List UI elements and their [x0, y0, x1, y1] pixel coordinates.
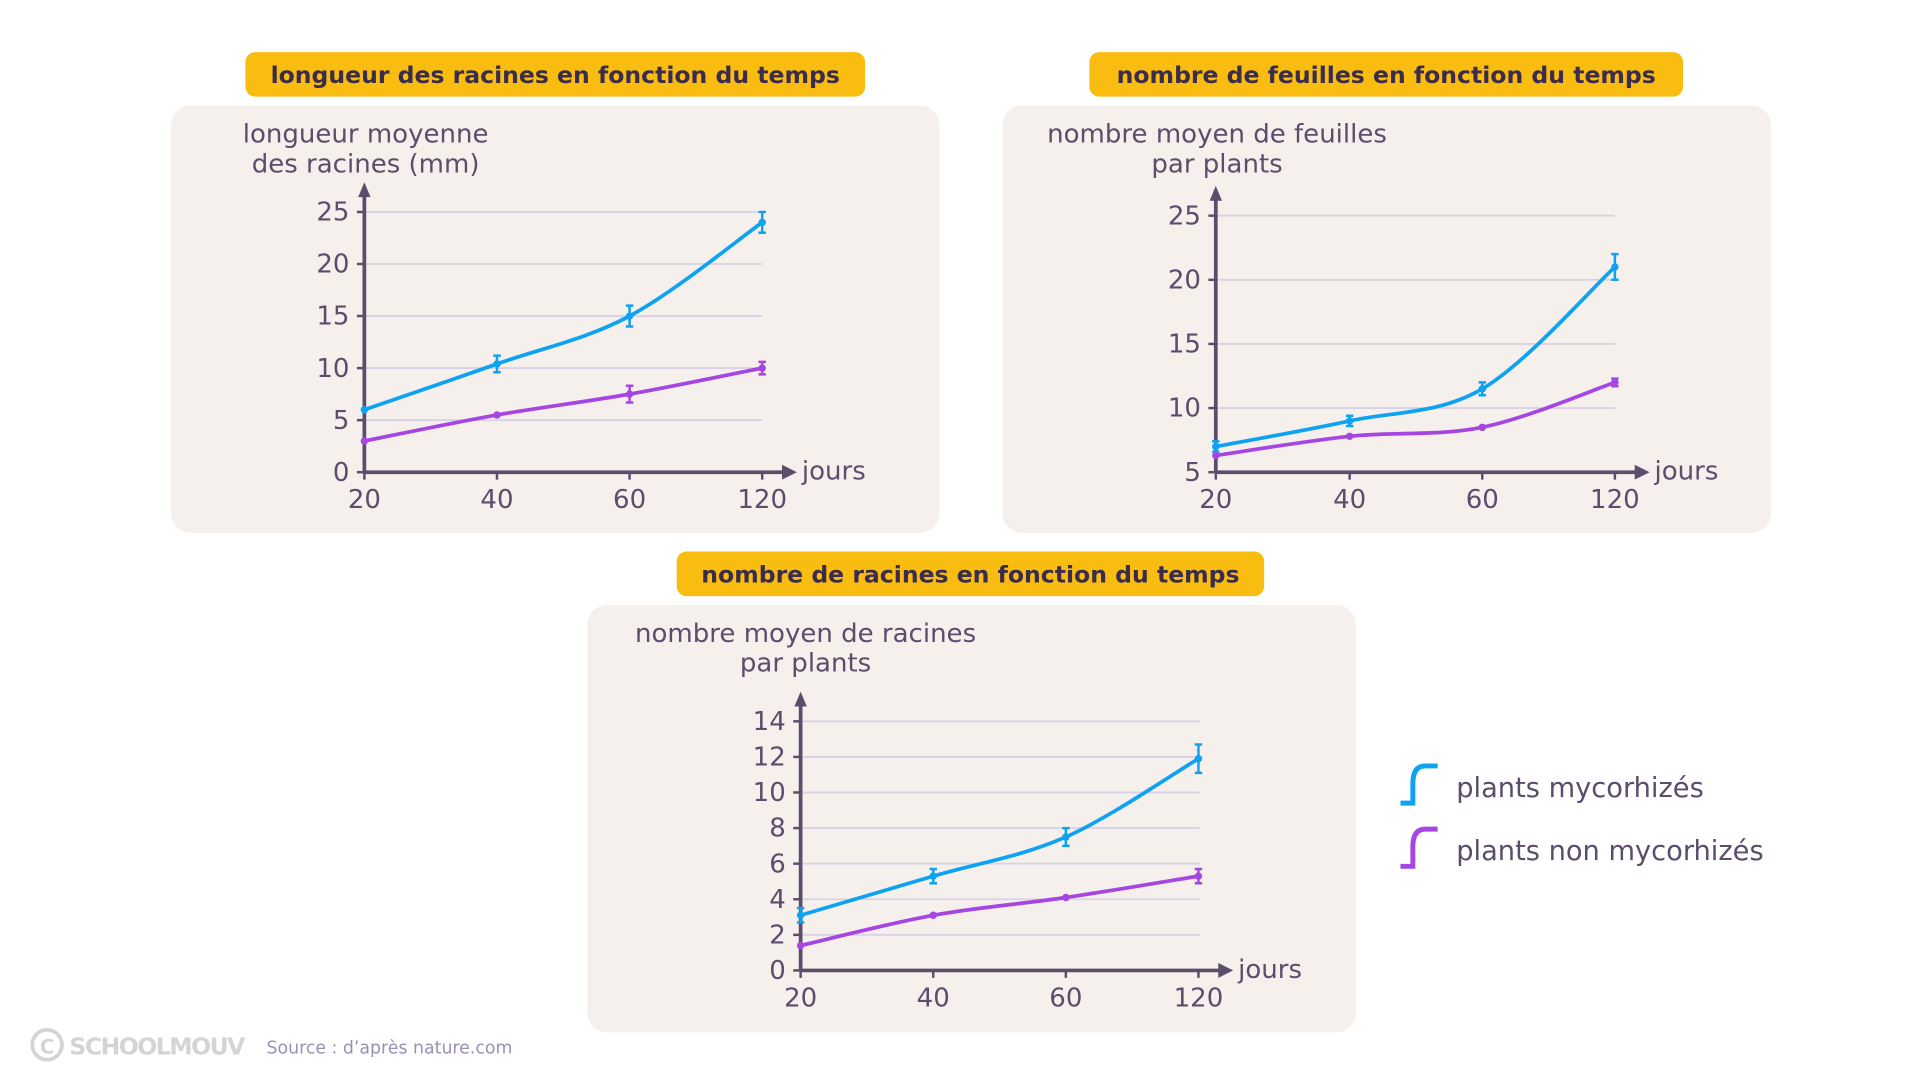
data-point	[929, 911, 937, 919]
error-bar	[1194, 743, 1203, 775]
chart-panel	[587, 604, 1356, 1033]
error-bar	[625, 304, 634, 328]
x-tick-label: 40	[1333, 485, 1366, 515]
x-axis-arrow-icon	[1634, 464, 1650, 480]
y-axis-label: longueur moyenne	[243, 120, 489, 150]
data-point	[1345, 432, 1354, 441]
x-axis-label: jours	[1654, 457, 1719, 487]
copyright-icon	[30, 1028, 64, 1062]
error-bar	[1345, 414, 1354, 428]
error-bar	[625, 384, 634, 404]
series-line-non-mycorhizes	[800, 874, 1199, 948]
data-point	[360, 437, 369, 445]
series-line-mycorhizes	[1215, 265, 1617, 449]
y-tick-label: 5	[333, 406, 350, 436]
y-tick-label: 4	[769, 885, 786, 915]
y-tick-label: 10	[753, 778, 786, 808]
x-tick-label: 20	[1199, 485, 1232, 515]
y-tick-label: 10	[1168, 394, 1201, 424]
y-axis-arrow-icon	[794, 691, 807, 707]
chart-1: longueur des racines en fonction du temp…	[171, 52, 940, 533]
error-bar	[796, 906, 805, 924]
chart-title: nombre de feuilles en fonction du temps	[1117, 61, 1656, 89]
y-axis-label: par plants	[1151, 149, 1282, 179]
series-line-non-mycorhizes	[1215, 380, 1616, 458]
chart-title-box	[245, 52, 866, 97]
series-line-mycorhizes	[800, 757, 1200, 918]
copyright-c: C	[40, 1035, 55, 1058]
error-bar	[758, 360, 766, 376]
data-point	[1478, 423, 1486, 432]
x-tick-label: 40	[480, 485, 513, 515]
y-axis-label: des racines (mm)	[252, 149, 480, 179]
curve-purple-icon	[1400, 826, 1438, 869]
y-axis-arrow-icon	[1209, 185, 1223, 201]
chart-title-box	[676, 551, 1265, 597]
chart-title: nombre de racines en fonction du temps	[701, 561, 1239, 589]
chart-3: nombre de racines en fonction du temps no…	[587, 551, 1356, 1033]
error-bar	[1478, 381, 1486, 397]
x-tick-label: 60	[1466, 485, 1499, 515]
y-tick-label: 2	[769, 921, 786, 951]
y-tick-label: 0	[333, 458, 350, 488]
y-tick-label: 14	[753, 707, 786, 737]
y-axis-label: par plants	[740, 649, 871, 679]
error-bar	[1611, 252, 1619, 282]
y-tick-label: 20	[316, 250, 349, 280]
error-bar	[1611, 377, 1619, 388]
y-tick-label: 10	[316, 354, 349, 384]
error-bar	[1212, 440, 1220, 453]
error-bar	[493, 354, 501, 374]
source-text: Source : d’après nature.com	[266, 1038, 512, 1058]
legend-label: plants mycorhizés	[1456, 773, 1704, 804]
y-tick-label: 15	[316, 302, 349, 332]
error-bar	[929, 867, 937, 885]
y-tick-label: 8	[769, 814, 786, 844]
y-axis-label: nombre moyen de feuilles	[1047, 120, 1387, 150]
x-axis-label: jours	[801, 457, 866, 487]
footer: C SCHOOLMOUV Source : d’après nature.com	[30, 1028, 512, 1062]
data-point	[1212, 451, 1220, 460]
x-tick-label: 120	[737, 485, 787, 515]
y-tick-label: 0	[769, 956, 786, 986]
chart-2: nombre de feuilles en fonction du temps n…	[1002, 52, 1772, 533]
x-axis-arrow-icon	[1218, 962, 1234, 978]
schoolmouv-logo: SCHOOLMOUV	[69, 1033, 246, 1061]
x-tick-label: 20	[348, 485, 381, 515]
data-point	[493, 411, 501, 419]
y-axis-arrow-icon	[358, 182, 371, 198]
y-tick-label: 25	[316, 198, 349, 228]
data-point	[796, 941, 805, 950]
series-line-mycorhizes	[363, 220, 764, 412]
series-line-non-mycorhizes	[364, 366, 763, 443]
y-tick-label: 5	[1184, 458, 1201, 488]
chart-title: longueur des racines en fonction du temp…	[271, 61, 840, 89]
legend: plants mycorhizés plants non mycorhizés	[1400, 763, 1764, 869]
y-tick-label: 20	[1168, 265, 1201, 295]
error-bar	[1062, 826, 1070, 848]
x-tick-label: 20	[784, 983, 817, 1013]
legend-label: plants non mycorhizés	[1456, 836, 1763, 867]
error-bar	[758, 210, 766, 235]
x-axis-label: jours	[1237, 955, 1302, 985]
y-tick-label: 6	[769, 849, 786, 879]
x-tick-label: 60	[1049, 983, 1082, 1013]
x-tick-label: 40	[917, 983, 950, 1013]
y-tick-label: 25	[1168, 201, 1201, 231]
error-bar	[1194, 867, 1203, 885]
curve-blue-icon	[1400, 763, 1438, 806]
y-axis-label: nombre moyen de racines	[635, 619, 976, 649]
data-point	[1062, 893, 1070, 902]
y-tick-label: 12	[753, 743, 786, 773]
chart-title-box	[1089, 52, 1684, 97]
x-tick-label: 120	[1590, 485, 1640, 515]
x-tick-label: 60	[613, 485, 646, 515]
chart-panel	[1002, 105, 1772, 533]
y-tick-label: 15	[1168, 330, 1201, 360]
data-point	[360, 406, 369, 414]
x-axis-arrow-icon	[782, 464, 797, 480]
x-tick-label: 120	[1174, 983, 1224, 1013]
